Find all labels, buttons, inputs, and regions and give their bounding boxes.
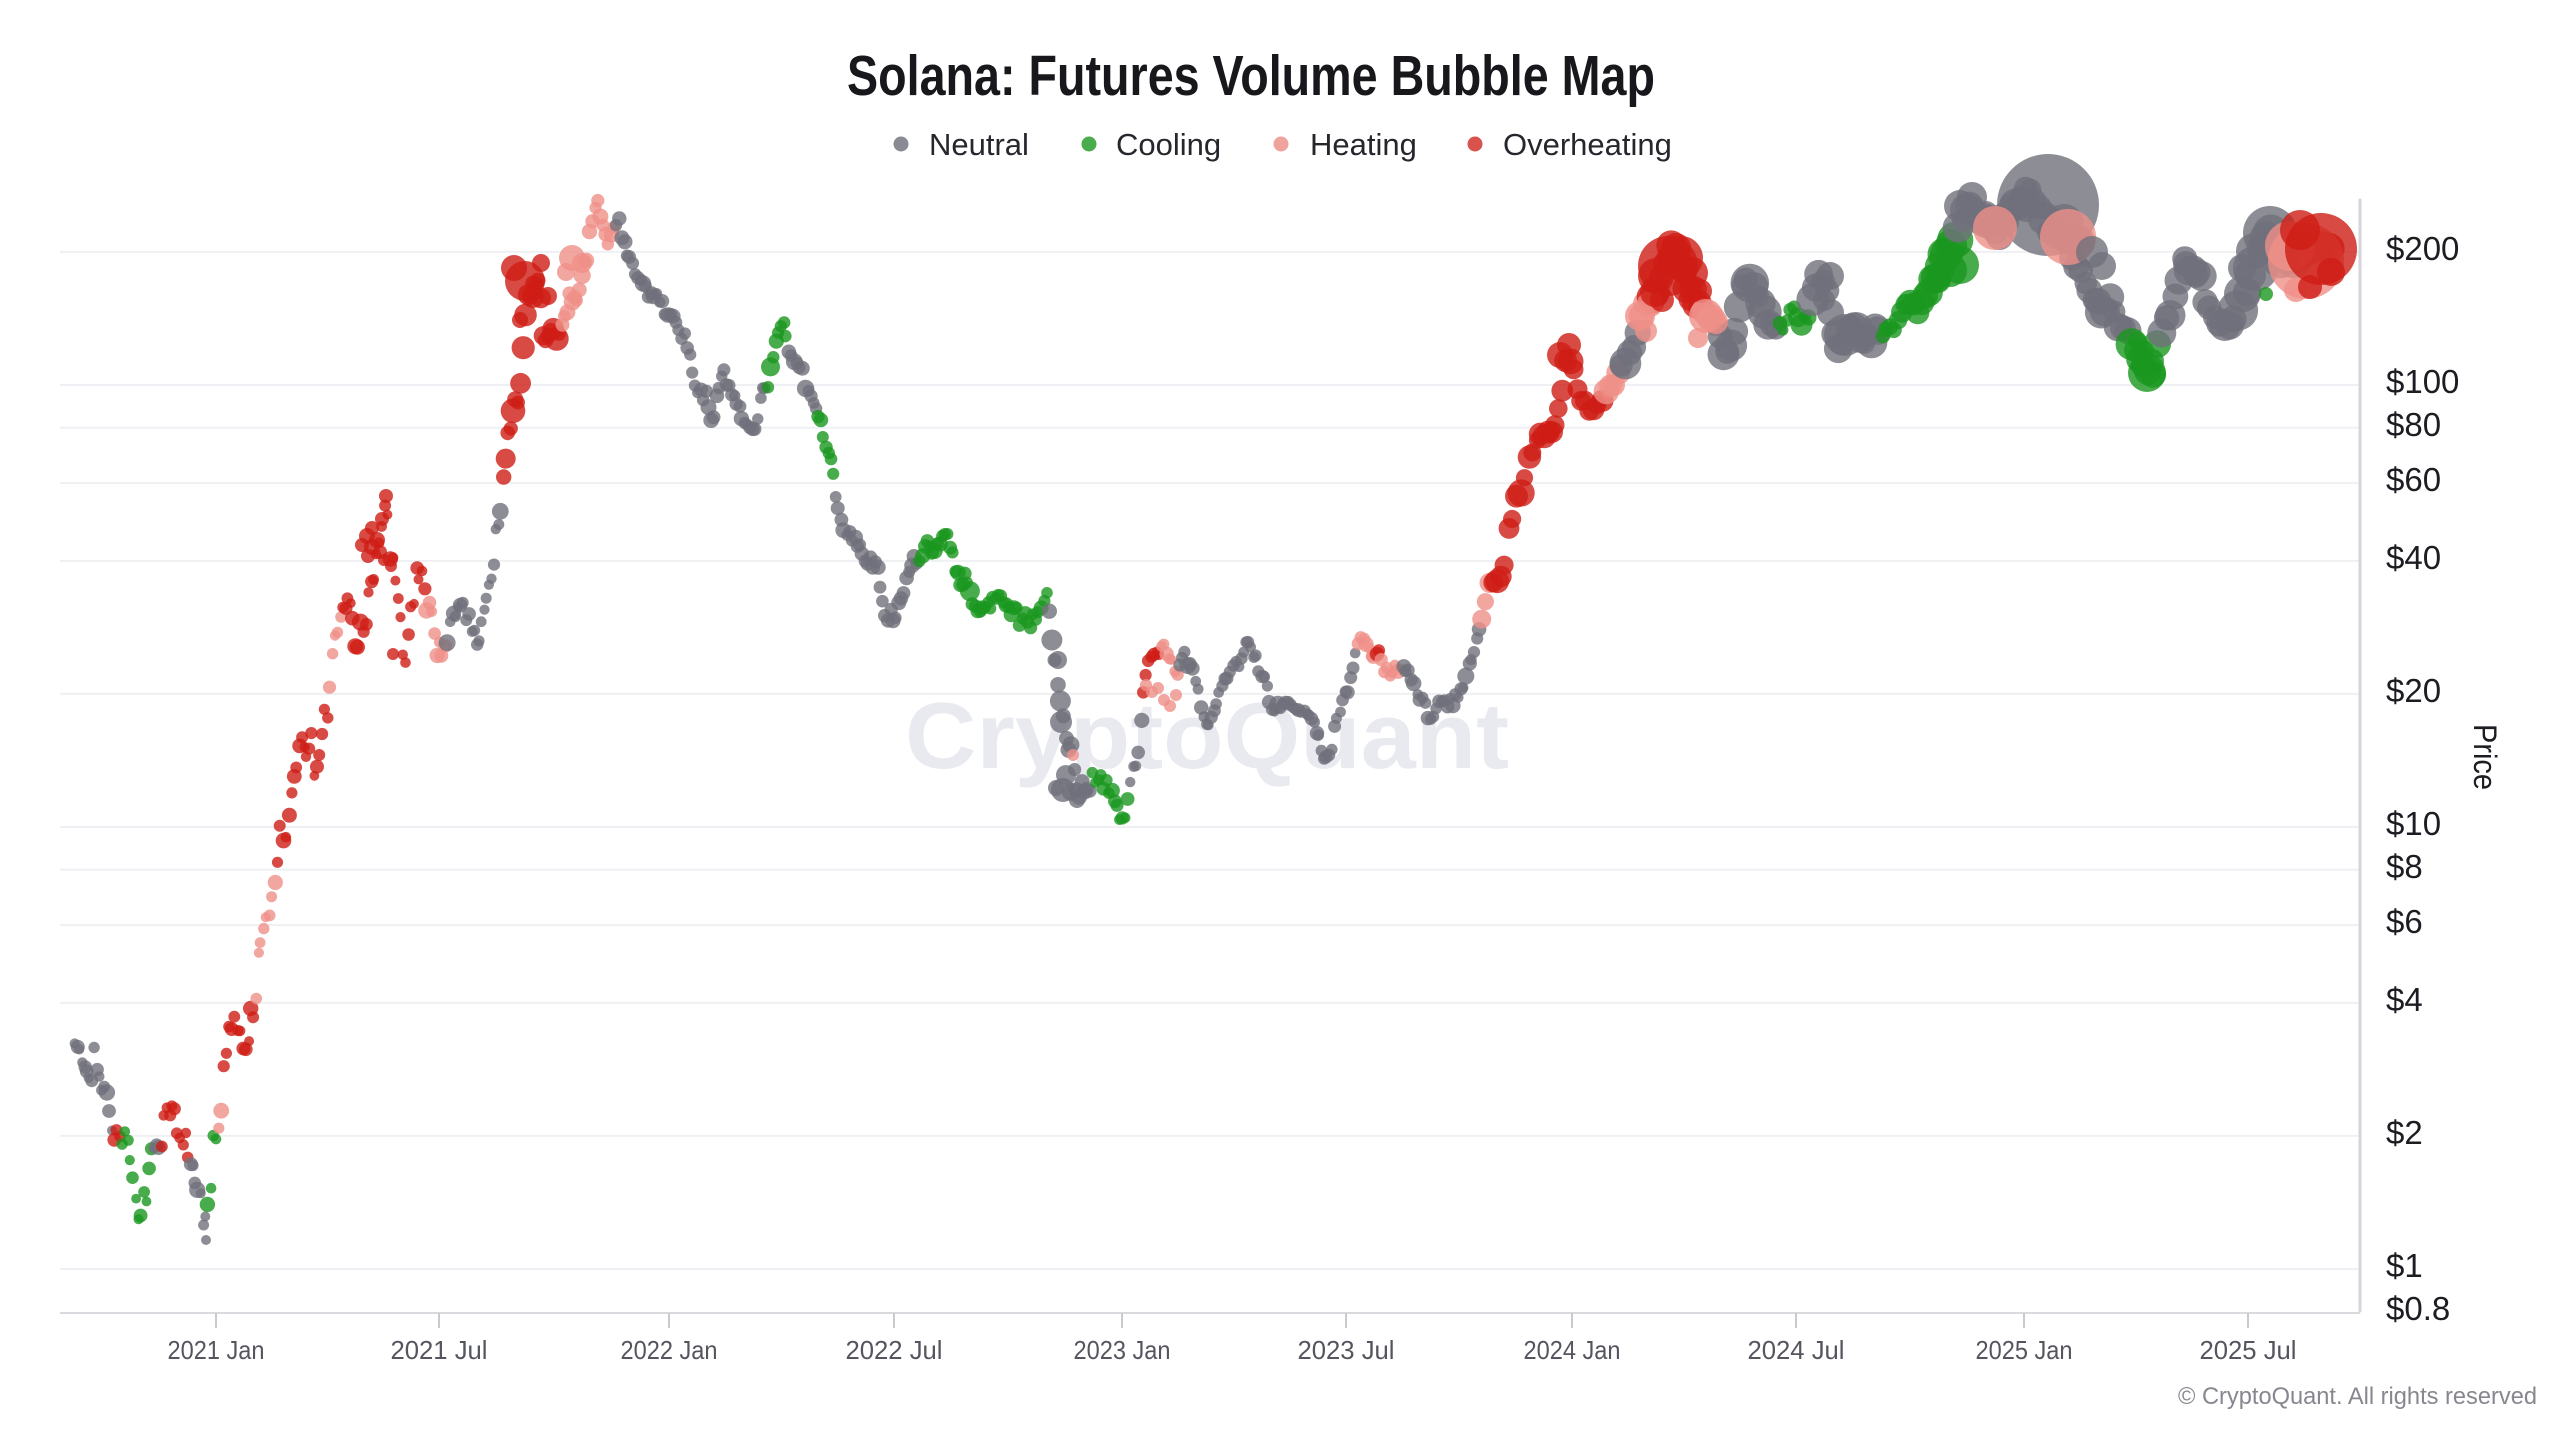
svg-text:$100: $100 xyxy=(2386,363,2459,400)
svg-text:2022 Jul: 2022 Jul xyxy=(846,1335,943,1365)
svg-text:$40: $40 xyxy=(2386,539,2441,576)
svg-text:CryptoQuant: CryptoQuant xyxy=(905,683,1509,788)
svg-text:Neutral: Neutral xyxy=(929,127,1029,162)
svg-text:$6: $6 xyxy=(2386,903,2423,940)
svg-text:$0.8: $0.8 xyxy=(2386,1290,2450,1327)
svg-text:$10: $10 xyxy=(2386,805,2441,842)
svg-text:Heating: Heating xyxy=(1310,127,1417,162)
svg-text:Overheating: Overheating xyxy=(1503,127,1672,162)
svg-text:2021 Jul: 2021 Jul xyxy=(391,1335,488,1365)
svg-text:$4: $4 xyxy=(2386,981,2423,1018)
svg-text:2024 Jan: 2024 Jan xyxy=(1524,1335,1621,1365)
svg-text:2025 Jul: 2025 Jul xyxy=(2200,1335,2297,1365)
svg-text:$80: $80 xyxy=(2386,406,2441,443)
svg-text:2021 Jan: 2021 Jan xyxy=(168,1335,265,1365)
svg-text:Price: Price xyxy=(2467,724,2503,790)
svg-text:2024 Jul: 2024 Jul xyxy=(1748,1335,1845,1365)
svg-text:Cooling: Cooling xyxy=(1116,127,1221,162)
svg-text:$2: $2 xyxy=(2386,1114,2423,1151)
svg-text:$1: $1 xyxy=(2386,1247,2423,1284)
svg-text:Solana: Futures Volume Bubble: Solana: Futures Volume Bubble Map xyxy=(847,44,1655,108)
svg-text:$20: $20 xyxy=(2386,672,2441,709)
svg-text:$60: $60 xyxy=(2386,461,2441,498)
svg-text:$200: $200 xyxy=(2386,230,2459,267)
svg-text:2022 Jan: 2022 Jan xyxy=(621,1335,718,1365)
svg-text:2025 Jan: 2025 Jan xyxy=(1976,1335,2073,1365)
svg-text:$8: $8 xyxy=(2386,848,2423,885)
svg-text:2023 Jul: 2023 Jul xyxy=(1298,1335,1395,1365)
svg-text:2023 Jan: 2023 Jan xyxy=(1074,1335,1171,1365)
svg-text:© CryptoQuant. All rights rese: © CryptoQuant. All rights reserved xyxy=(2178,1383,2537,1410)
